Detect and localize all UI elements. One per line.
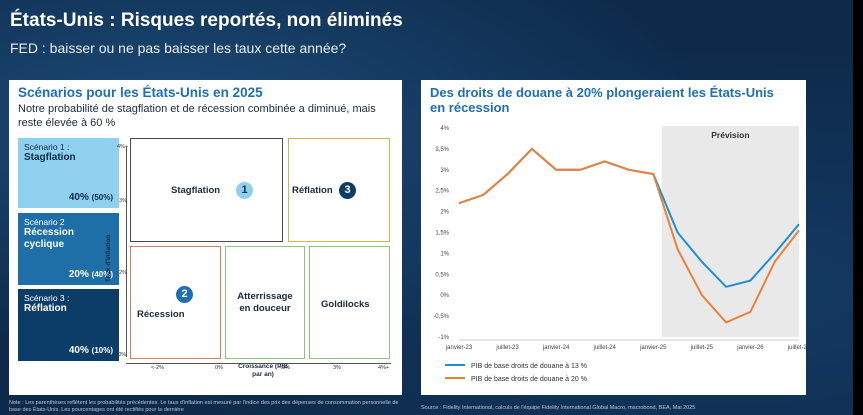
scenario-probability: 40% (10%)	[68, 345, 113, 356]
y-tick: 4%+	[117, 144, 129, 150]
x-tick-label: janvier-26	[736, 345, 764, 351]
y-tick-label: -0,5%	[433, 314, 449, 320]
goldilocks-label: Goldilocks	[321, 299, 370, 310]
scenario-name: Réflation	[24, 303, 67, 314]
recession-box: 2 Récession	[130, 246, 221, 359]
scenarios-title: Scénarios pour les États-Unis en 2025	[18, 85, 263, 100]
inflation-axis-title: Taux d'inflation	[105, 234, 113, 283]
legend-label: PIB de base droits de douane à 13 %	[471, 363, 587, 370]
scenario-number: Scénario 2	[24, 217, 65, 227]
x-tick-label: janvier-25	[639, 345, 667, 351]
scenario-probability: 20% (40%)	[68, 269, 113, 280]
recession-label: Récession	[137, 309, 185, 320]
soft-landing-label: Atterrissage en douceur	[237, 291, 293, 314]
y-tick: ~0%	[115, 352, 127, 358]
x-tick: <2%	[279, 365, 291, 371]
x-tick-label: juillet-24	[593, 345, 617, 351]
soft-landing-box: Atterrissage en douceur	[225, 246, 305, 359]
forecast-panel: Des droits de douane à 20% plongeraient …	[421, 80, 806, 395]
reflation-box: Réflation 3	[288, 138, 390, 242]
scenario-1-card: Scénario 1 : Stagflation 40% (50%)	[18, 138, 119, 208]
forecast-title: Des droits de douane à 20% plongeraient …	[430, 85, 774, 115]
scenario-3-card: Scénario 3 : Réflation 40% (10%)	[18, 289, 119, 361]
y-tick-label: -1%	[438, 335, 449, 341]
window-edge	[853, 0, 863, 415]
scenario-2-card: Scénario 2 Récession cyclique 20% (40%)	[18, 213, 119, 285]
inflation-axis	[126, 147, 127, 357]
y-tick-label: 0%	[440, 293, 449, 299]
slide-subtitle: FED : baisser ou ne pas baisser les taux…	[10, 40, 347, 56]
chart-source: Source : Fidelity International, calculs…	[421, 405, 696, 411]
x-tick-label: janvier-24	[542, 345, 570, 351]
y-tick-label: 1,5%	[435, 231, 449, 237]
x-tick: 0%	[215, 365, 223, 371]
scenario-name: Récession cyclique	[24, 227, 75, 250]
x-tick: <-2%	[151, 365, 164, 371]
y-tick: 3%	[119, 198, 127, 204]
y-tick: 2%	[119, 270, 127, 276]
x-tick: 4%+	[378, 365, 390, 371]
scenario-number: Scénario 1 :	[24, 142, 70, 152]
legend-label: PIB de base droits de douane à 20 %	[471, 376, 587, 383]
slide-title: États-Unis : Risques reportés, non élimi…	[10, 10, 403, 31]
reflation-label: Réflation	[292, 185, 333, 196]
y-tick-label: 2,5%	[435, 189, 449, 195]
scenarios-note: Note : Les parenthèses reflètent les pro…	[9, 400, 399, 413]
x-tick-label: juillet-25	[690, 345, 714, 351]
x-tick-label: janvier-23	[445, 345, 473, 351]
scenario-1-badge: 1	[236, 182, 253, 199]
growth-axis	[126, 363, 391, 364]
scenario-name: Stagflation	[24, 152, 76, 163]
scenarios-description: Notre probabilité de stagflation et de r…	[18, 103, 376, 129]
stagflation-label: Stagflation	[171, 185, 221, 196]
scenario-number: Scénario 3 :	[24, 293, 70, 303]
gdp-line-chart: Prévision -1% -0,5% 0% 0,5% 1% 1,5% 2% 2,5% 3% 3,5…	[433, 126, 806, 383]
y-tick-label: 2%	[440, 210, 449, 216]
scenarios-panel: Scénarios pour les États-Unis en 2025 No…	[9, 80, 402, 395]
growth-axis-title: Croissance (PIB par an)	[238, 363, 288, 378]
y-tick-label: 4%	[440, 126, 449, 132]
series-line-2	[458, 147, 800, 324]
scenario-3-badge: 3	[339, 182, 356, 199]
y-tick-label: 3,5%	[435, 147, 449, 153]
y-tick-label: 1%	[440, 251, 449, 257]
goldilocks-box: Goldilocks	[309, 246, 390, 359]
forecast-region	[661, 126, 799, 337]
scenario-2-badge: 2	[176, 286, 193, 303]
x-tick: 3%	[333, 365, 341, 371]
forecast-label: Prévision	[711, 130, 749, 140]
y-tick-label: 0,5%	[435, 272, 449, 278]
stagflation-box: Stagflation 1	[130, 138, 283, 242]
x-tick-label: juillet-23	[495, 345, 519, 351]
scenario-probability: 40% (50%)	[68, 192, 113, 203]
x-tick-label: juillet-26	[787, 345, 806, 351]
y-tick-label: 3%	[440, 168, 449, 174]
